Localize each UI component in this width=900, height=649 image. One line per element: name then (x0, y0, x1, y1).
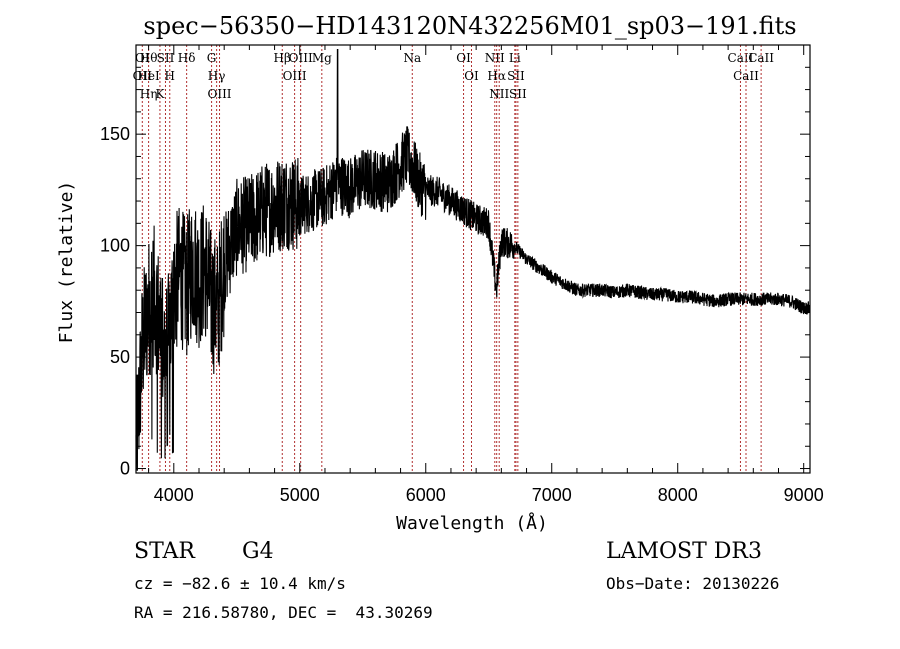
spectral-line-label: H (165, 69, 175, 83)
plot-frame (135, 44, 811, 474)
spectral-line-label: HeI (137, 69, 160, 83)
spectral-line-label: Hη (140, 87, 158, 101)
coordinates: RA = 216.58780, DEC = 43.30269 (134, 603, 433, 622)
spectral-line-label: NII (485, 51, 505, 65)
redshift-value: cz = −82.6 ± 10.4 km/s (134, 574, 346, 593)
spectral-line-label: CaII (748, 51, 774, 65)
spectral-line-label: K (155, 87, 165, 101)
spectral-line-label: OI (135, 51, 150, 65)
x-tick-label: 6000 (406, 485, 446, 505)
y-tick-label: 0 (120, 459, 130, 479)
spectral-line-label: OII (133, 69, 153, 83)
spectral-line-label: SII (507, 69, 525, 83)
spectral-line-label: SII (509, 87, 527, 101)
spectral-line-label: Na (403, 51, 421, 65)
survey-name: LAMOST DR3 (606, 539, 762, 564)
spectral-line-label: Mg (312, 51, 332, 65)
x-tick-label: 8000 (658, 485, 698, 505)
spectral-line-label: Hγ (208, 69, 226, 83)
spectral-line-label: Hα (487, 69, 506, 83)
y-tick-label: 150 (100, 124, 130, 144)
x-tick-label: 9000 (784, 485, 824, 505)
spectral-line-label: SII (157, 51, 175, 65)
spectrum-line (135, 48, 811, 471)
spectral-subclass: G4 (242, 539, 274, 564)
spectral-line-label: Hδ (178, 51, 196, 65)
chart-title: spec−56350−HD143120N432256M01_sp03−191.f… (143, 12, 796, 40)
spectral-line-label: Li (509, 51, 521, 65)
spectral-line-label: CaII (733, 69, 759, 83)
axis-ticks: 4000 5000 6000 7000 8000 9000 0 50 100 150 (100, 45, 824, 505)
y-axis-label: Flux (relative) (56, 181, 77, 344)
y-tick-label: 50 (110, 347, 130, 367)
spectral-line-label: G (207, 51, 217, 65)
spectral-line-label: CaII (728, 51, 754, 65)
y-tick-label: 100 (100, 236, 130, 256)
spectral-line-label: OIII (207, 87, 231, 101)
spectral-line-label: OIII (283, 69, 307, 83)
x-tick-label: 7000 (532, 485, 572, 505)
spectral-line-label: Hθ (140, 51, 158, 65)
spectral-line-label: OI (464, 69, 479, 83)
spectral-line-label: OIII (289, 51, 313, 65)
x-tick-label: 5000 (280, 485, 320, 505)
x-tick-label: 4000 (154, 485, 194, 505)
spectral-line-label: OI (456, 51, 471, 65)
object-class: STAR (134, 539, 195, 564)
spectral-line-label: NII (489, 87, 509, 101)
spectral-line-label: Hβ (274, 51, 291, 65)
x-axis-label: Wavelength (Å) (396, 512, 548, 534)
observation-date: Obs−Date: 20130226 (606, 574, 780, 593)
